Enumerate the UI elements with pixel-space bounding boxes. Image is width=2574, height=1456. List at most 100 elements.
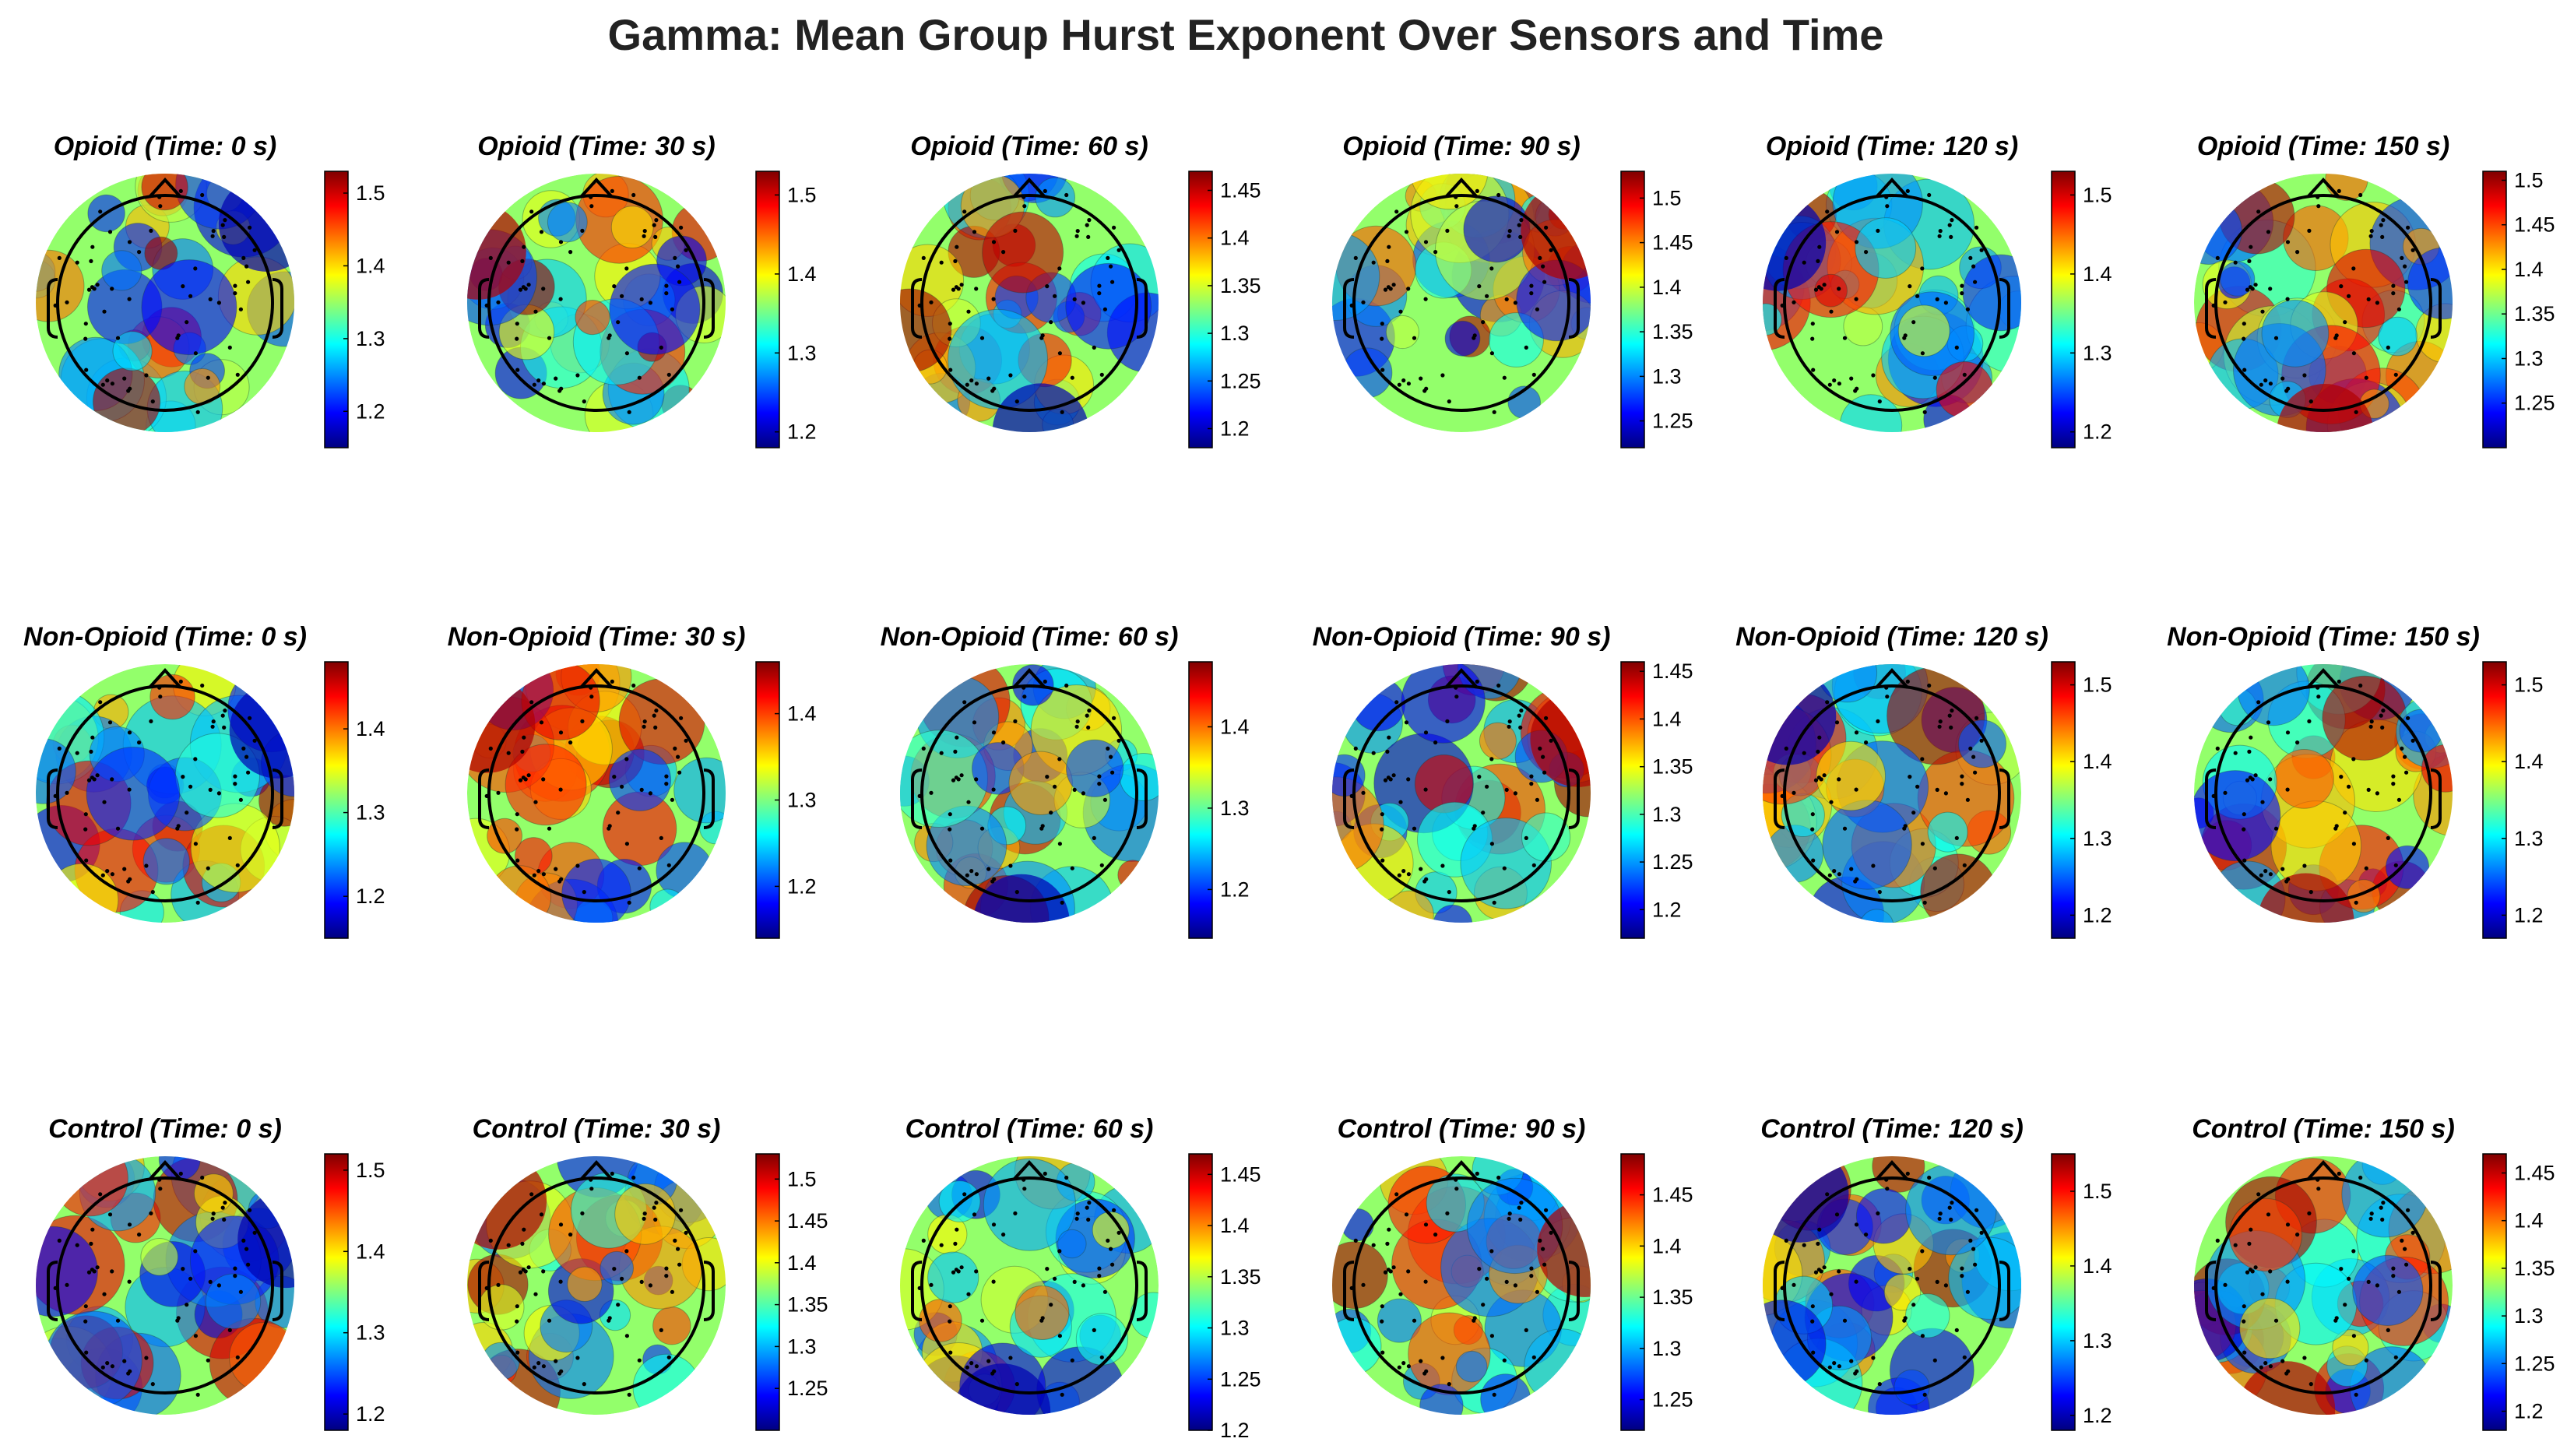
colorbar-tick-label: 1.2 [356, 1402, 385, 1426]
sensor-dot [122, 376, 127, 381]
sensor-dot [1097, 283, 1102, 288]
sensor-dot [89, 1241, 93, 1246]
sensor-dot [1081, 1283, 1085, 1288]
sensor-dot [1433, 1233, 1438, 1237]
colorbar-tick-label: 1.35 [1652, 755, 1693, 779]
panel-title: Non-Opioid (Time: 150 s) [2167, 622, 2480, 652]
sensor-dot [2242, 1319, 2246, 1324]
sensor-dot [526, 1265, 531, 1270]
sensor-dot [1507, 1216, 1511, 1221]
sensor-dot [1380, 1350, 1385, 1355]
topomap-edge-region [467, 676, 536, 773]
sensor-dot [1106, 746, 1110, 751]
sensor-dot [541, 287, 546, 291]
sensor-dot [1819, 287, 1823, 291]
topomap-edge-region [467, 202, 526, 300]
sensor-dot [1502, 1358, 1507, 1363]
sensor-dot [1085, 1205, 1089, 1210]
sensor-dot [1361, 1282, 1366, 1287]
sensor-dot [582, 1382, 586, 1387]
head-circle [1783, 194, 2001, 412]
sensor-dot [1419, 1359, 1423, 1363]
colorbar-tick-label: 1.25 [787, 1377, 828, 1400]
sensor-dot [248, 1208, 252, 1212]
sensor-dot [642, 724, 646, 729]
sensor-dot [652, 713, 656, 718]
sensor-dot [1406, 1364, 1411, 1369]
sensor-dot [554, 1359, 558, 1363]
sensor-dot [624, 1249, 629, 1254]
sensor-dot [2380, 234, 2385, 239]
sensor-dot [244, 1247, 249, 1251]
sensor-dot [1524, 345, 1528, 350]
sensor-dot [2247, 258, 2252, 263]
sensor-dot [1962, 863, 1967, 867]
nose [2306, 1160, 2340, 1181]
right-ear [1568, 278, 1580, 339]
sensor-dot [206, 866, 210, 870]
sensor-dot [185, 1303, 189, 1307]
sensor-dot [1110, 770, 1115, 775]
sensor-dot [1507, 229, 1512, 234]
sensor-dot [676, 754, 680, 759]
sensor-dot [84, 1350, 89, 1355]
sensor-dot [1877, 1382, 1882, 1387]
right-ear [1568, 1261, 1580, 1321]
sensor-dot [1388, 777, 1393, 782]
head-circle [56, 194, 274, 412]
sensor-dot [181, 284, 185, 289]
sensor-dot [654, 218, 659, 223]
topomap-contour-region [141, 174, 188, 211]
sensor-dot [193, 266, 198, 271]
sensor-dot [673, 746, 677, 751]
sensor-dot [488, 255, 493, 260]
sensor-dot [2393, 863, 2398, 867]
sensor-dot [2223, 300, 2228, 304]
sensor-dot [233, 283, 237, 288]
sensor-dot [554, 376, 558, 381]
sensor-dot [158, 1187, 163, 1191]
colorbar-tick-label: 1.3 [1652, 1337, 1682, 1360]
colorbar: 1.2 1.3 1.4 1.5 [324, 1153, 385, 1431]
colorbar-scale [1188, 171, 1213, 448]
sensor-dot [1064, 1175, 1069, 1180]
sensor-dot [92, 287, 97, 291]
sensor-dot [1834, 230, 1840, 234]
sensor-dot [1045, 775, 1050, 779]
sensor-dot [959, 1265, 964, 1270]
topomap-contour-region [1066, 739, 1124, 797]
sensor-dot [241, 1238, 246, 1243]
head-outline [47, 668, 283, 902]
colorbar-scale [2051, 171, 2076, 448]
head-outline [478, 668, 715, 902]
sensor-dot [1541, 264, 1545, 269]
sensor-dot [1412, 336, 1417, 340]
sensor-dot [1472, 333, 1477, 338]
sensor-dot [1064, 683, 1069, 688]
sensor-dot [1022, 695, 1027, 699]
sensor-dot [2249, 1227, 2253, 1232]
sensor-dot [2309, 890, 2313, 895]
sensor-dot [1949, 1217, 1953, 1222]
sensor-dot [1876, 1211, 1880, 1215]
head-outline [478, 1160, 715, 1394]
sensor-dot [1433, 740, 1438, 745]
sensor-dot [522, 735, 526, 740]
panel-title: Control (Time: 90 s) [1338, 1114, 1586, 1144]
colorbar-tick-label: 1.3 [787, 789, 817, 812]
colorbar-tick-label: 1.3 [356, 1321, 385, 1345]
sensor-dot [962, 209, 967, 214]
sensor-dot [233, 782, 237, 786]
sensor-dot [2393, 372, 2398, 377]
sensor-dot [948, 1319, 952, 1324]
sensor-dot [582, 890, 586, 895]
sensor-dot [991, 730, 997, 735]
head-circle [1783, 1176, 2001, 1394]
sensor-dot [233, 774, 237, 779]
sensor-dot [2245, 287, 2250, 292]
head-outline [1343, 1160, 1580, 1394]
sensor-dot [969, 378, 974, 383]
sensor-dot [1112, 225, 1116, 230]
sensor-dot [637, 375, 642, 380]
